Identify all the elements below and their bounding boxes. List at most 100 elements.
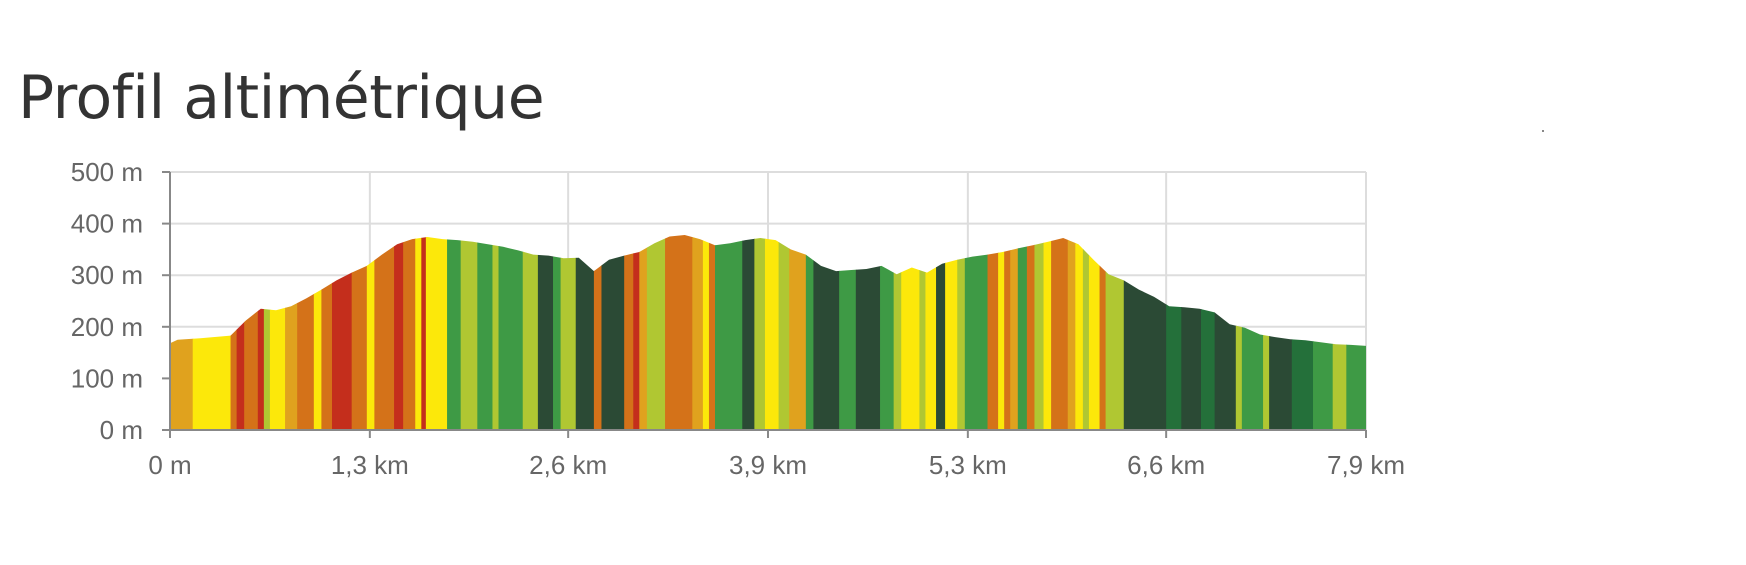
x-tick-label: 0 m: [148, 450, 191, 480]
slope-band: [522, 235, 539, 430]
slope-band: [1313, 235, 1334, 430]
x-tick-label: 2,6 km: [529, 450, 607, 480]
slope-band: [813, 235, 840, 430]
slope-band: [778, 235, 790, 430]
y-tick-label: 0 m: [100, 415, 143, 445]
x-tick-label: 6,6 km: [1127, 450, 1205, 480]
slope-band: [1067, 235, 1076, 430]
slope-bands: [170, 235, 1366, 430]
slope-band: [421, 235, 427, 430]
slope-band: [374, 235, 395, 430]
y-tick-label: 100 m: [71, 363, 143, 393]
slope-band: [855, 235, 881, 430]
slope-band: [257, 235, 265, 430]
slope-band: [893, 235, 902, 430]
slope-band: [553, 235, 562, 430]
stray-dot: [1542, 130, 1544, 132]
slope-band: [1088, 235, 1101, 430]
slope-band: [1181, 235, 1202, 430]
slope-band: [477, 235, 494, 430]
x-tick-label: 5,3 km: [929, 450, 1007, 480]
slope-band: [1043, 235, 1052, 430]
slope-band: [1332, 235, 1347, 430]
slope-band: [998, 235, 1005, 430]
slope-band: [936, 235, 946, 430]
slope-band: [1235, 235, 1243, 430]
slope-band: [1166, 235, 1182, 430]
slope-band: [285, 235, 298, 430]
slope-band: [1105, 235, 1125, 430]
slope-band: [880, 235, 895, 430]
slope-band: [708, 235, 716, 430]
slope-band: [1346, 235, 1366, 430]
slope-band: [1269, 235, 1293, 430]
y-tick-label: 200 m: [71, 312, 143, 342]
slope-band: [244, 235, 259, 430]
slope-band: [575, 235, 595, 430]
slope-band: [313, 235, 322, 430]
page-title: Profil altimétrique: [18, 63, 545, 133]
slope-band: [1082, 235, 1090, 430]
slope-band: [1241, 235, 1264, 430]
slope-band: [537, 235, 554, 430]
slope-band: [633, 235, 640, 430]
slope-band: [1026, 235, 1036, 430]
slope-band: [624, 235, 634, 430]
slope-band: [192, 235, 232, 430]
slope-band: [692, 235, 704, 430]
slope-band: [1004, 235, 1011, 430]
slope-band: [789, 235, 807, 430]
slope-band: [1034, 235, 1045, 430]
slope-band: [230, 235, 238, 430]
slope-band: [901, 235, 920, 430]
x-tick-label: 3,9 km: [729, 450, 807, 480]
slope-band: [492, 235, 500, 430]
slope-band: [415, 235, 422, 430]
slope-band: [1123, 235, 1167, 430]
slope-band: [403, 235, 416, 430]
x-tick-label: 1,3 km: [331, 450, 409, 480]
x-tick-label: 7,9 km: [1327, 450, 1405, 480]
slope-band: [351, 235, 368, 430]
slope-band: [919, 235, 927, 430]
slope-band: [1200, 235, 1216, 430]
slope-band: [957, 235, 966, 430]
slope-band: [460, 235, 478, 430]
slope-band: [987, 235, 999, 430]
y-tick-label: 400 m: [71, 209, 143, 239]
slope-band: [925, 235, 937, 430]
slope-band: [1291, 235, 1314, 430]
slope-band: [1214, 235, 1237, 430]
slope-band: [742, 235, 755, 430]
y-axis-tick-labels: 0 m 100 m 200 m 300 m 400 m 500 m: [71, 157, 143, 445]
slope-band: [1075, 235, 1084, 430]
slope-band: [321, 235, 333, 430]
slope-band: [839, 235, 857, 430]
slope-band: [447, 235, 462, 430]
slope-band: [702, 235, 710, 430]
slope-band: [1010, 235, 1019, 430]
slope-band: [366, 235, 375, 430]
slope-band: [560, 235, 577, 430]
slope-band: [665, 235, 693, 430]
slope-band: [639, 235, 648, 430]
slope-band: [1263, 235, 1270, 430]
slope-band: [1051, 235, 1069, 430]
axes: [162, 171, 1367, 438]
slope-band: [1017, 235, 1028, 430]
slope-band: [1099, 235, 1107, 430]
x-axis-tick-labels: 0 m 1,3 km 2,6 km 3,9 km 5,3 km 6,6 km 7,9 km: [148, 450, 1405, 480]
slope-band: [236, 235, 245, 430]
slope-band: [269, 235, 286, 430]
slope-band: [646, 235, 666, 430]
y-tick-label: 300 m: [71, 260, 143, 290]
slope-band: [715, 235, 743, 430]
slope-band: [754, 235, 766, 430]
slope-band: [764, 235, 780, 430]
slope-band: [805, 235, 815, 430]
slope-band: [331, 235, 353, 430]
slope-band: [263, 235, 271, 430]
slope-band: [297, 235, 315, 430]
slope-band: [425, 235, 448, 430]
